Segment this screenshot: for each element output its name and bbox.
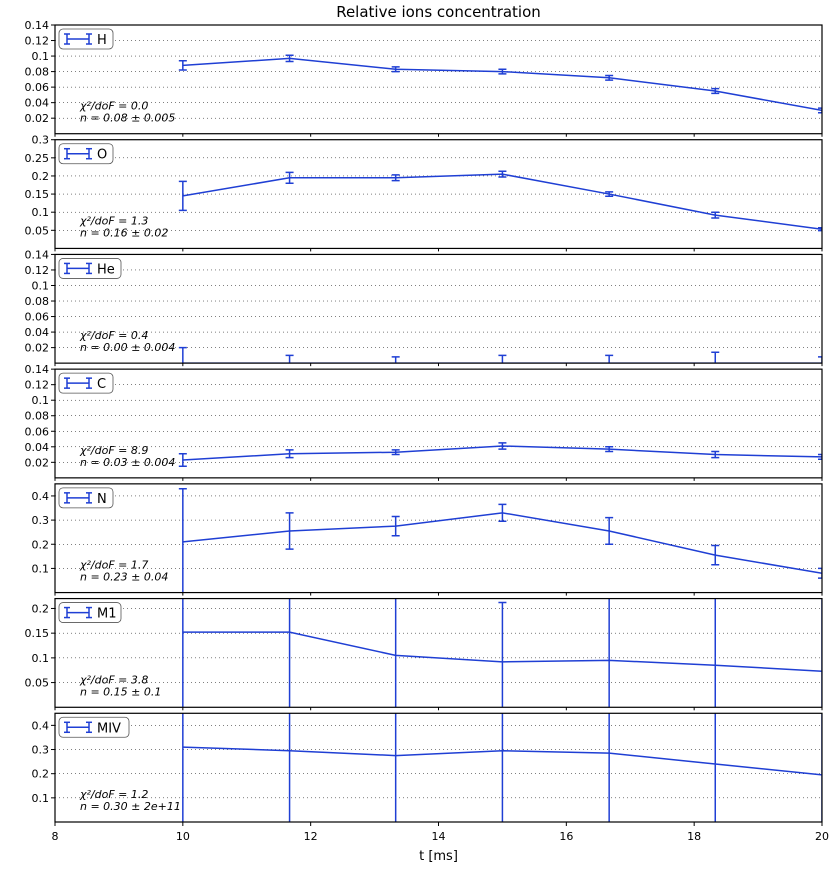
ytick-label: 0.4 — [32, 490, 50, 503]
panel-frame — [55, 484, 822, 593]
ytick-label: 0.1 — [32, 792, 50, 805]
ytick-label: 0.05 — [25, 224, 50, 237]
n-annot: n = 0.08 ± 0.005 — [80, 112, 175, 125]
ytick-label: 0.12 — [25, 379, 50, 392]
n-annot: n = 0.23 ± 0.04 — [80, 571, 168, 584]
ytick-label: 0.15 — [25, 188, 50, 201]
n-annot: n = 0.00 ± 0.004 — [80, 341, 175, 354]
n-annot: n = 0.30 ± 2e+11 — [80, 800, 181, 813]
ytick-label: 0.12 — [25, 264, 50, 277]
legend-label: He — [97, 262, 115, 277]
legend-label: MIV — [97, 721, 121, 736]
ytick-label: 0.1 — [32, 206, 50, 219]
ytick-label: 0.12 — [25, 35, 50, 48]
xtick-label: 14 — [432, 830, 446, 843]
ytick-label: 0.02 — [25, 112, 50, 125]
chart-container: Relative ions concentration 0.02 0.04 0.06 0… — [0, 0, 832, 872]
ytick-label: 0.06 — [25, 425, 50, 438]
ytick-label: 0.2 — [32, 538, 50, 551]
ytick-label: 0.2 — [32, 768, 50, 781]
panel-frame — [55, 599, 822, 708]
xtick-label: 16 — [559, 830, 573, 843]
xtick-label: 20 — [815, 830, 829, 843]
ytick-label: 0.04 — [25, 441, 50, 454]
xtick-label: 10 — [176, 830, 190, 843]
ytick-label: 0.02 — [25, 342, 50, 355]
ytick-label: 0.2 — [32, 602, 50, 615]
ytick-label: 0.14 — [25, 363, 50, 376]
series-line — [183, 174, 822, 229]
n-annot: n = 0.03 ± 0.004 — [80, 456, 175, 469]
ytick-label: 0.1 — [32, 652, 50, 665]
xtick-label: 18 — [687, 830, 701, 843]
ytick-label: 0.1 — [32, 394, 50, 407]
legend-label: C — [97, 377, 106, 392]
ytick-label: 0.04 — [25, 326, 50, 339]
ytick-label: 0.3 — [32, 514, 50, 527]
ytick-label: 0.3 — [32, 134, 50, 147]
panel-N: 0.10.20.30.4Nχ²/doF = 1.7n = 0.23 ± 0.04 — [32, 484, 827, 596]
ytick-label: 0.08 — [25, 295, 50, 308]
panel-MIV: 0.10.20.30.48101214161820MIVχ²/doF = 1.2… — [32, 602, 830, 872]
panel-frame — [55, 140, 822, 249]
ytick-label: 0.06 — [25, 311, 50, 324]
ytick-label: 0.14 — [25, 19, 50, 32]
panel-M1: 0.050.10.150.2M1χ²/doF = 3.8n = 0.15 ± 0… — [25, 484, 827, 820]
ytick-label: 0.1 — [32, 562, 50, 575]
ytick-label: 0.08 — [25, 66, 50, 79]
ytick-label: 0.14 — [25, 248, 50, 261]
chart-svg: Relative ions concentration 0.02 0.04 0.06 0… — [0, 0, 832, 872]
legend-label: O — [97, 148, 107, 163]
ytick-label: 0.04 — [25, 97, 50, 110]
series-line — [183, 58, 822, 110]
chart-title: Relative ions concentration — [336, 3, 541, 21]
legend-label: M1 — [97, 607, 117, 622]
ytick-label: 0.25 — [25, 152, 50, 165]
xtick-label: 12 — [304, 830, 318, 843]
ytick-label: 0.15 — [25, 627, 50, 640]
ytick-label: 0.4 — [32, 719, 50, 732]
panel-He: 0.020.040.060.080.10.120.14Heχ²/doF = 0.… — [25, 248, 827, 378]
xtick-label: 8 — [52, 830, 59, 843]
panel-H: 0.020.040.060.080.10.120.14Hχ²/doF = 0.0… — [25, 19, 827, 137]
n-annot: n = 0.16 ± 0.02 — [80, 226, 168, 239]
ytick-label: 0.06 — [25, 81, 50, 94]
ytick-label: 0.08 — [25, 410, 50, 423]
panel-O: 0.050.10.150.20.250.3Oχ²/doF = 1.3n = 0.… — [25, 134, 827, 252]
ytick-label: 0.1 — [32, 50, 50, 63]
n-annot: n = 0.15 ± 0.1 — [80, 685, 161, 698]
legend-label: H — [97, 33, 107, 48]
ytick-label: 0.05 — [25, 677, 50, 690]
ytick-label: 0.1 — [32, 279, 50, 292]
legend-label: N — [97, 492, 107, 507]
x-axis-label: t [ms] — [419, 849, 458, 864]
panel-C: 0.020.040.060.080.10.120.14Cχ²/doF = 8.9… — [25, 363, 827, 481]
ytick-label: 0.2 — [32, 170, 50, 183]
ytick-label: 0.3 — [32, 744, 50, 757]
ytick-label: 0.02 — [25, 456, 50, 469]
